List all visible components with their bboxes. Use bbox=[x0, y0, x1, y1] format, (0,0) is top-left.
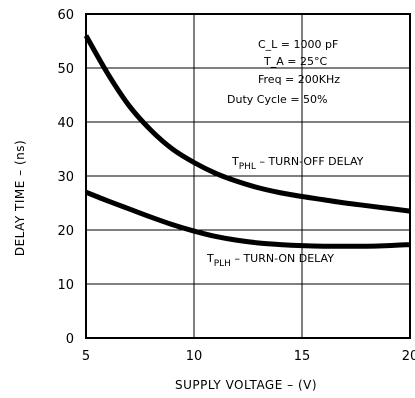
x-axis-title: SUPPLY VOLTAGE – (V) bbox=[175, 378, 317, 392]
condition-duty: Duty Cycle = 50% bbox=[227, 93, 327, 106]
condition-ta: T_A = 25°C bbox=[263, 55, 327, 68]
y-tick-label: 20 bbox=[57, 224, 74, 239]
y-tick-label: 10 bbox=[57, 278, 74, 293]
x-tick-label: 10 bbox=[186, 349, 203, 364]
x-tick-label: 5 bbox=[82, 349, 90, 364]
condition-cl: C_L = 1000 pF bbox=[258, 38, 338, 51]
series-label-tphl: TPHL – TURN-OFF DELAY bbox=[231, 155, 364, 172]
x-tick-label: 15 bbox=[294, 349, 311, 364]
condition-freq: Freq = 200KHz bbox=[258, 73, 340, 86]
conditions-box: C_L = 1000 pF T_A = 25°C Freq = 200KHz D… bbox=[227, 38, 340, 106]
series-curves bbox=[83, 34, 411, 249]
series-line-tplh bbox=[85, 189, 411, 249]
y-tick-label: 40 bbox=[57, 116, 74, 131]
y-tick-label: 30 bbox=[57, 170, 74, 185]
y-axis-title: DELAY TIME – (ns) bbox=[13, 140, 27, 256]
series-line-tphl bbox=[83, 34, 411, 214]
series-label-tplh: TPLH – TURN-ON DELAY bbox=[206, 252, 334, 269]
plot-frame bbox=[85, 13, 411, 339]
y-tick-label: 50 bbox=[57, 62, 74, 77]
tick-labels: 5 10 15 20 0 10 20 30 40 50 60 bbox=[57, 8, 415, 364]
x-tick-label: 20 bbox=[402, 349, 415, 364]
grid-lines bbox=[85, 13, 411, 339]
y-tick-label: 60 bbox=[57, 8, 74, 23]
y-tick-label: 0 bbox=[66, 332, 74, 347]
